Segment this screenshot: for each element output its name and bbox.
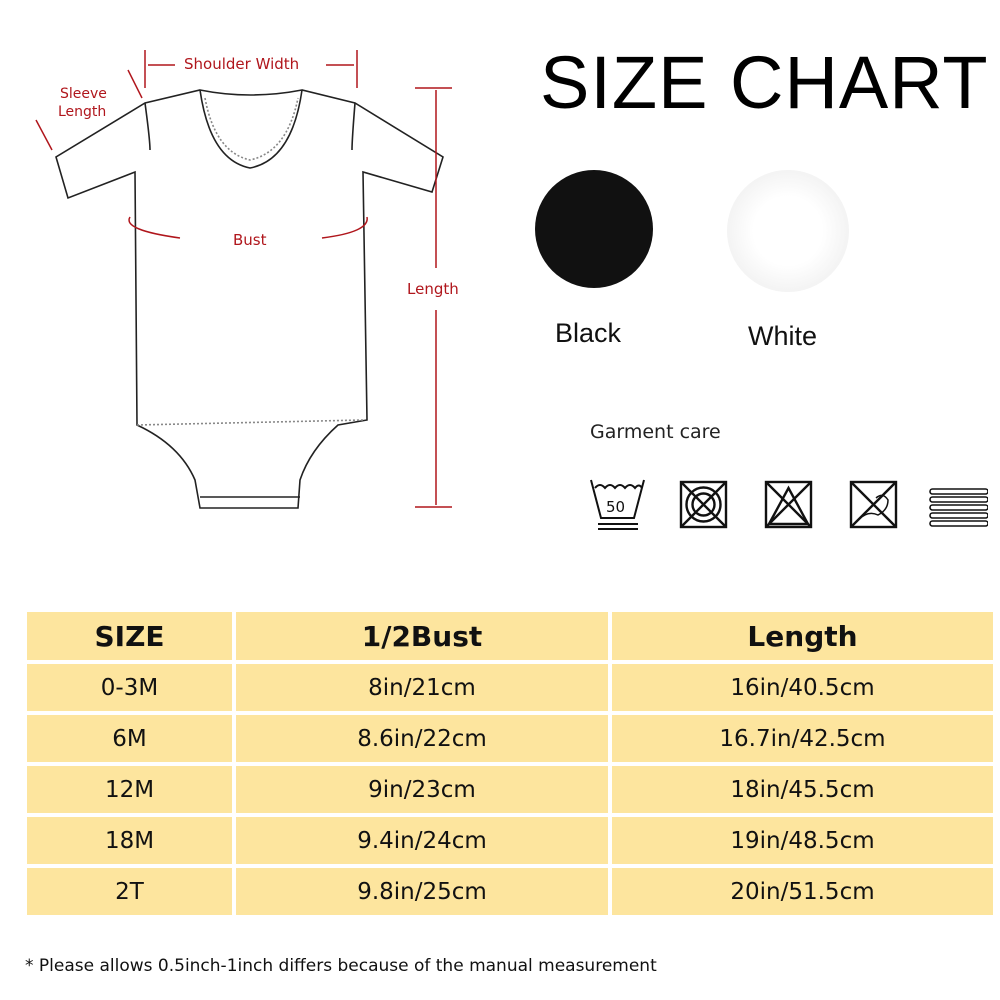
no-dry-clean-icon [849,480,898,529]
cell-size: 2T [27,868,232,915]
measurement-note: * Please allows 0.5inch-1inch differs be… [25,956,657,976]
cell-length: 16.7in/42.5cm [612,715,993,762]
dry-flat-icon [929,488,988,527]
cell-length: 16in/40.5cm [612,664,993,711]
bodysuit-diagram [35,50,452,509]
bust-label: Bust [233,231,267,249]
no-tumble-dry-icon [679,480,728,529]
sleeve-length-label-2: Length [58,104,107,120]
cell-size: 18M [27,817,232,864]
table-row: 0-3M 8in/21cm 16in/40.5cm [27,664,993,711]
white-label: White [748,321,818,351]
cell-bust: 8.6in/22cm [236,715,608,762]
header-size: SIZE [27,612,232,660]
table-row: 2T 9.8in/25cm 20in/51.5cm [27,868,993,915]
wash-50-icon: 50 [590,479,645,530]
cell-length: 18in/45.5cm [612,766,993,813]
cell-size: 12M [27,766,232,813]
cell-length: 20in/51.5cm [612,868,993,915]
no-bleach-icon [764,480,813,529]
svg-text:50: 50 [606,498,625,516]
sleeve-length-label: Sleeve [60,86,107,102]
white-swatch [727,170,849,292]
table-row: 12M 9in/23cm 18in/45.5cm [27,766,993,813]
black-label: Black [555,318,622,348]
shoulder-width-label: Shoulder Width [184,55,300,73]
page-title: SIZE CHART [540,41,989,124]
cell-size: 6M [27,715,232,762]
table-header-row: SIZE 1/2Bust Length [27,612,993,660]
length-label: Length [407,280,459,298]
header-half-bust: 1/2Bust [236,612,608,660]
cell-bust: 9.4in/24cm [236,817,608,864]
table-row: 18M 9.4in/24cm 19in/48.5cm [27,817,993,864]
cell-bust: 9.8in/25cm [236,868,608,915]
cell-size: 0-3M [27,664,232,711]
cell-bust: 9in/23cm [236,766,608,813]
size-table: SIZE 1/2Bust Length 0-3M 8in/21cm 16in/40.… [23,608,997,919]
header-length: Length [612,612,993,660]
table-row: 6M 8.6in/22cm 16.7in/42.5cm [27,715,993,762]
black-swatch [535,170,653,288]
garment-care-label: Garment care [590,421,721,443]
care-icons: 50 [590,479,988,530]
cell-length: 19in/48.5cm [612,817,993,864]
cell-bust: 8in/21cm [236,664,608,711]
